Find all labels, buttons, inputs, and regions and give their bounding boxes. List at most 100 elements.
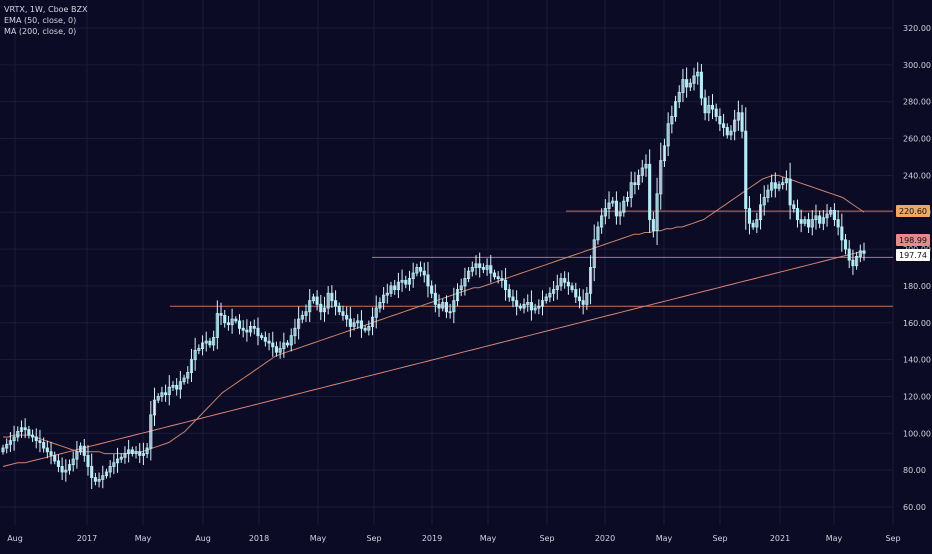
candle-body [249, 326, 253, 333]
legend-ema[interactable]: EMA (50, close, 0) [4, 16, 77, 25]
legend-ma[interactable]: MA (200, close, 0) [4, 27, 77, 36]
candle-body [777, 184, 781, 189]
candle-body [696, 71, 700, 77]
candle-body [378, 302, 382, 309]
candle-body [389, 285, 393, 294]
candle-body [23, 427, 27, 431]
candle-body [666, 123, 670, 147]
candle-body [655, 193, 659, 232]
x-tick-label: Sep [712, 534, 727, 543]
x-tick-label: May [826, 534, 843, 543]
candle-body [784, 178, 788, 184]
candle-body [507, 289, 511, 298]
candle-body [699, 71, 703, 99]
x-tick-label: Sep [539, 534, 554, 543]
candle-body [430, 285, 434, 294]
candle-body [315, 296, 319, 305]
ma-200-line [2, 250, 865, 467]
candle-body [160, 392, 164, 397]
candle-body [282, 342, 286, 350]
candle-body [245, 329, 249, 333]
candle-body [64, 469, 68, 473]
candle-body [311, 296, 315, 302]
candle-body [500, 278, 504, 281]
time-axis[interactable]: Aug 2017 May Aug 2018 May Sep 2019 May Sep 2020 May… [7, 534, 900, 543]
y-tick-label: 60.00 [903, 503, 926, 512]
candle-body [345, 314, 349, 320]
x-tick-label: 2019 [422, 534, 442, 543]
candle-body [467, 270, 471, 280]
y-tick-label: 300.00 [903, 61, 931, 70]
candle-body [740, 112, 744, 132]
candle-body [836, 219, 840, 228]
candle-body [167, 386, 171, 396]
candle-body [237, 320, 242, 329]
candle-body [862, 250, 866, 254]
candle-body [348, 318, 352, 327]
candle-body [607, 202, 611, 209]
candle-body [788, 178, 792, 206]
candle-body [97, 478, 101, 482]
candle-body [474, 263, 478, 268]
candle-body [189, 359, 194, 373]
candle-body [537, 305, 541, 309]
candle-body [75, 451, 79, 460]
candle-body [770, 182, 774, 191]
candle-body [322, 307, 327, 313]
candle-body [138, 451, 142, 456]
candle-body [629, 182, 633, 198]
x-tick-label: Aug [195, 534, 211, 543]
grid-layer [0, 0, 894, 525]
candle-body [637, 174, 641, 186]
candle-body [644, 163, 648, 169]
candle-body [12, 436, 16, 442]
candle-body [16, 431, 20, 438]
candle-body [829, 209, 833, 215]
candle-body [49, 451, 53, 456]
candle-body [622, 200, 626, 213]
candle-body [747, 208, 752, 224]
candle-body [119, 456, 123, 460]
candle-body [437, 303, 441, 309]
candle-body [422, 270, 426, 276]
candle-body [337, 305, 341, 313]
legend-symbol[interactable]: VRTX, 1W, Cboe BZX [4, 5, 88, 14]
candle-body [267, 340, 271, 344]
candle-body [463, 278, 467, 287]
candle-body [208, 340, 212, 346]
y-tick-label: 280.00 [903, 98, 931, 107]
candle-body [847, 248, 851, 261]
candle-body [204, 340, 208, 344]
x-tick-label: Sep [885, 534, 900, 543]
candle-body [334, 300, 338, 307]
candle-body [481, 267, 485, 270]
candle-body [308, 300, 312, 313]
candle-body [651, 219, 655, 232]
price-badge-label: 220.60 [899, 207, 927, 216]
candle-body [42, 442, 46, 449]
candle-body [840, 226, 844, 241]
candle-body [851, 259, 855, 267]
candle-body [289, 335, 293, 346]
candle-body [252, 326, 256, 329]
candle-body [470, 267, 474, 272]
candle-body [662, 145, 667, 162]
candle-body [200, 342, 205, 350]
candle-body [374, 307, 378, 318]
price-badges: 220.60 198.99 197.74 [896, 205, 930, 261]
candle-body [566, 281, 570, 287]
price-badge-label: 198.99 [899, 236, 927, 245]
candle-body [688, 82, 692, 88]
y-tick-label: 180.00 [903, 282, 931, 291]
chart-legend: VRTX, 1W, Cboe BZX EMA (50, close, 0) MA… [4, 4, 87, 37]
candle-body [152, 399, 157, 416]
candle-body [585, 292, 589, 305]
candle-body [234, 318, 238, 322]
candle-body [263, 337, 267, 342]
x-tick-label: May [135, 534, 152, 543]
candle-body [53, 454, 57, 462]
candle-body [518, 305, 522, 309]
candle-body [762, 197, 766, 206]
